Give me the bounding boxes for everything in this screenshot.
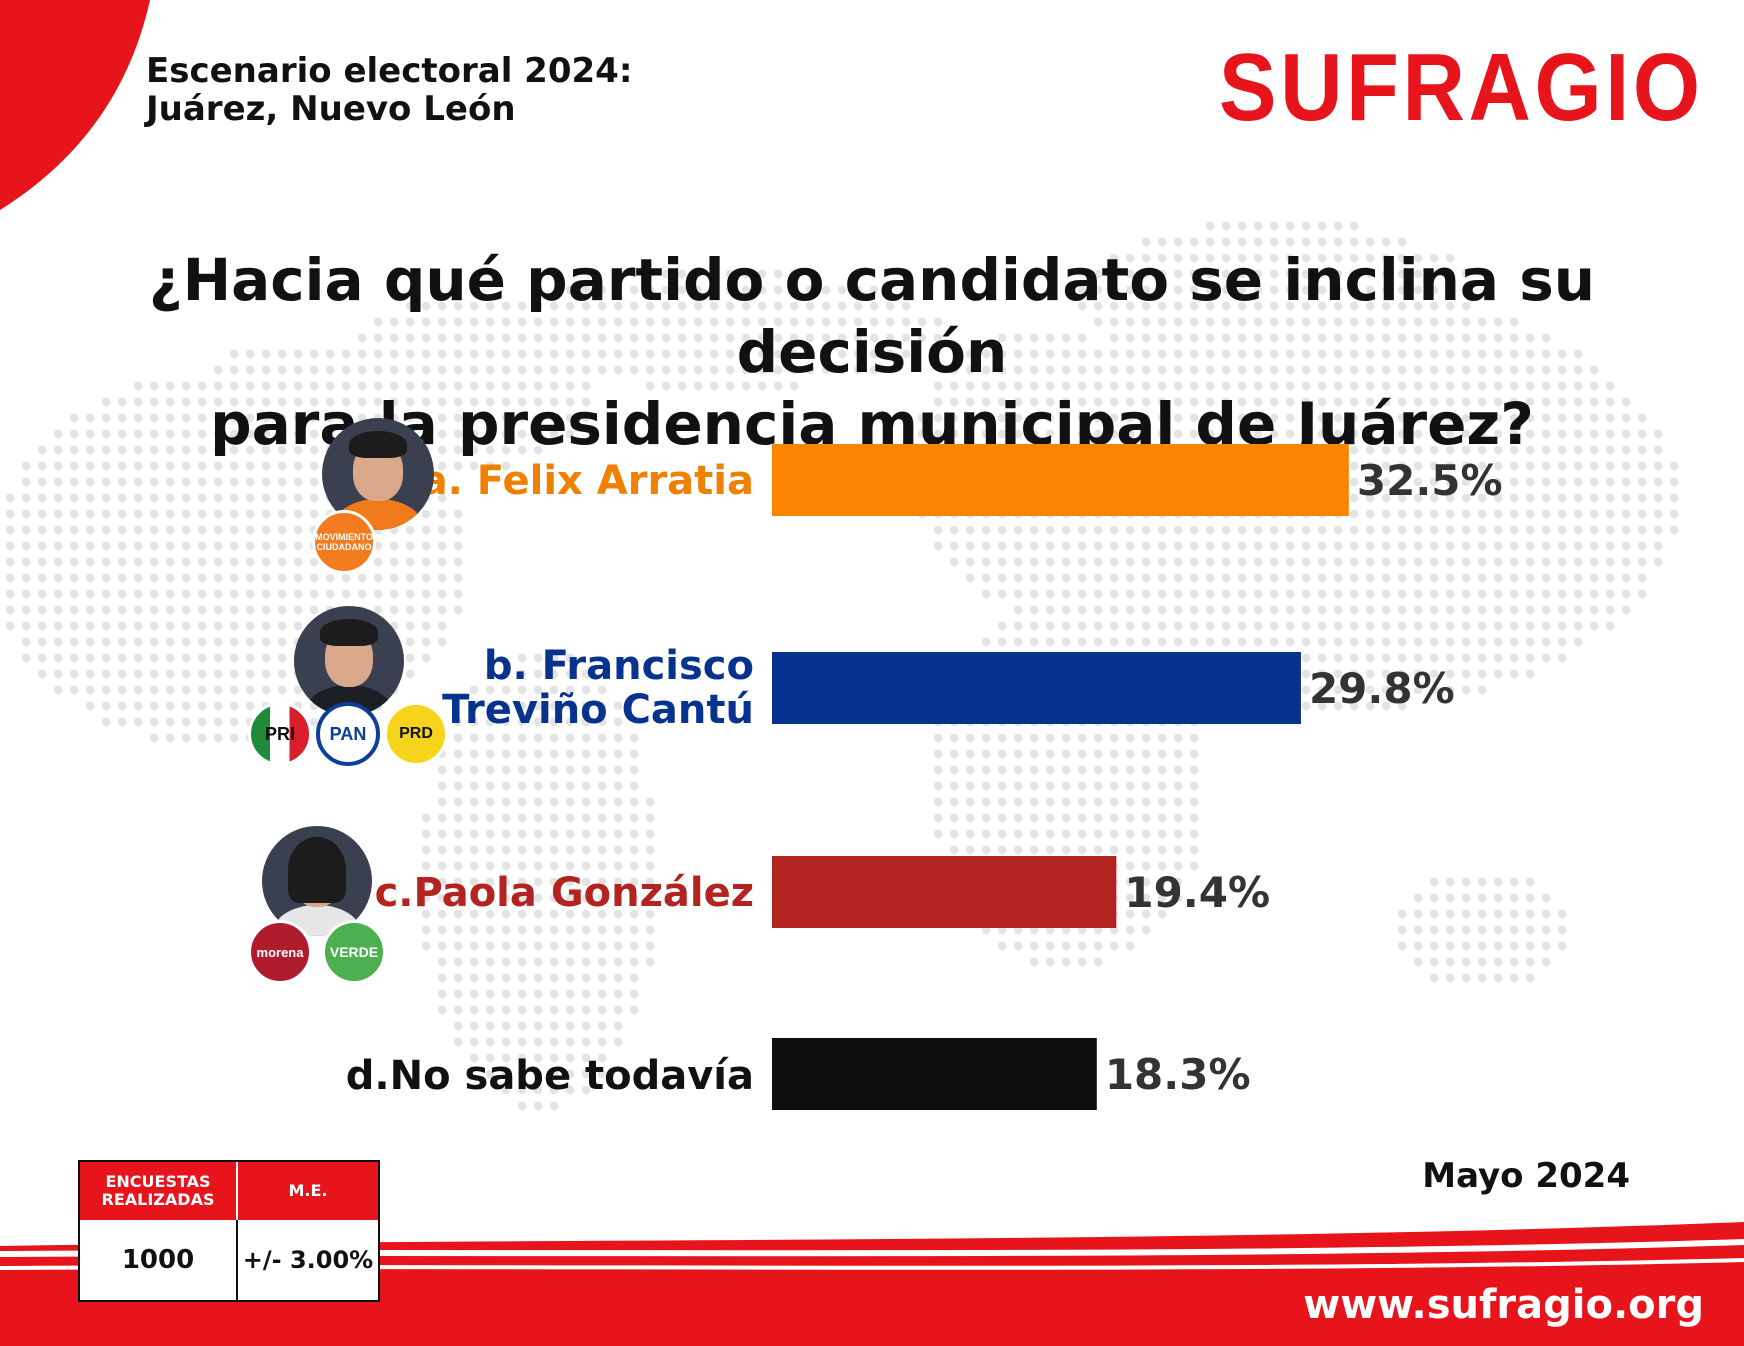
category-label-francisco: b. Francisco Treviño Cantú xyxy=(442,644,754,732)
surveys-value: 1000 xyxy=(80,1220,238,1300)
bar-4 xyxy=(772,1038,1097,1110)
header-line-1: Escenario electoral 2024: xyxy=(146,51,633,91)
party-label-mc: MOVIMIENTO CIUDADANO xyxy=(315,532,373,552)
bar-3 xyxy=(772,856,1117,928)
margin-error-header: M.E. xyxy=(238,1162,378,1220)
pri-logo: PRI xyxy=(248,702,312,766)
header-title: Escenario electoral 2024: Juárez, Nuevo … xyxy=(146,52,632,128)
value-label-1: 32.5% xyxy=(1357,456,1503,505)
corner-arc-decoration xyxy=(0,0,150,210)
question-line-1: ¿Hacia qué partido o candidato se inclin… xyxy=(148,246,1596,386)
party-label-verde: VERDE xyxy=(329,944,379,960)
hair-shape xyxy=(348,431,408,459)
sufragio-logo: SUFRAGIO xyxy=(1219,34,1704,141)
survey-info-table: ENCUESTAS REALIZADAS M.E. 1000 +/- 3.00% xyxy=(78,1160,380,1302)
category-label-paola: c.Paola González xyxy=(374,870,754,916)
bar-2 xyxy=(772,652,1301,724)
survey-date: Mayo 2024 xyxy=(1422,1156,1630,1196)
footer-url[interactable]: www.sufragio.org xyxy=(1303,1282,1704,1328)
hair-shape xyxy=(288,837,346,903)
party-label-pri: PRI xyxy=(264,723,295,744)
category-label-francisco-line-2: Treviño Cantú xyxy=(442,687,754,733)
verde-logo: VERDE xyxy=(322,920,386,984)
prd-logo: PRD xyxy=(384,702,448,766)
morena-logo: morena xyxy=(248,920,312,984)
hair-shape xyxy=(320,619,378,646)
header-line-2: Juárez, Nuevo León xyxy=(146,89,516,129)
category-label-francisco-line-1: b. Francisco xyxy=(483,643,754,689)
value-label-4: 18.3% xyxy=(1105,1050,1251,1099)
party-label-pan: PAN xyxy=(329,723,367,744)
pan-logo: PAN xyxy=(316,702,380,766)
movimiento-ciudadano-logo: MOVIMIENTO CIUDADANO xyxy=(312,510,376,574)
value-label-3: 19.4% xyxy=(1124,868,1270,917)
bar-1 xyxy=(772,444,1349,516)
party-label-prd: PRD xyxy=(399,725,433,742)
margin-error-value: +/- 3.00% xyxy=(242,1246,374,1274)
candidate-photo-francisco xyxy=(294,606,404,716)
party-label-morena: morena xyxy=(256,944,304,960)
surveys-header: ENCUESTAS REALIZADAS xyxy=(80,1162,238,1220)
category-label-no-sabe: d.No sabe todavía xyxy=(345,1053,754,1099)
value-label-2: 29.8% xyxy=(1309,664,1455,713)
category-label-felix: a. Felix Arratia xyxy=(420,458,754,504)
